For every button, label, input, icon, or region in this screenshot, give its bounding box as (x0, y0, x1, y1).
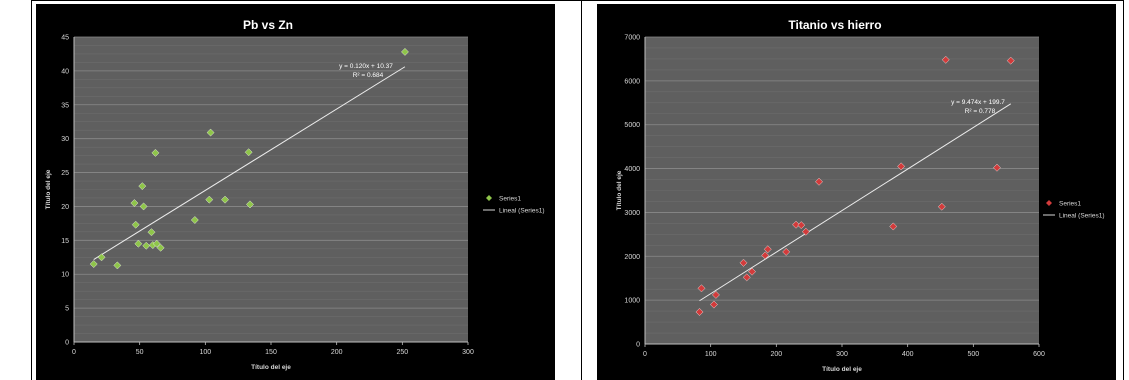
y-tick-label: 45 (61, 35, 69, 42)
data-point (889, 222, 898, 231)
data-point (221, 195, 229, 204)
data-point (151, 149, 160, 157)
data-point (797, 221, 806, 230)
data-point (761, 251, 770, 260)
chart-title: Pb vs Zn (243, 18, 293, 32)
x-axis-title: Título del eje (251, 364, 291, 371)
data-point (147, 228, 156, 237)
data-point (97, 253, 106, 262)
chart-canvas: Pb vs Zn 0 5 10 15 20 25 30 35 40 45 0 50 100 150 200 2… (45, 18, 545, 371)
trendline (93, 66, 406, 260)
table-border-top (31, 0, 1124, 1)
data-point (134, 239, 143, 248)
y-tick-label: 40 (61, 68, 69, 75)
data-point (190, 216, 199, 224)
y-tick-label: 0 (636, 342, 640, 349)
trendline-equation: y = 0.120x + 10.37 (339, 63, 393, 70)
y-tick-label: 5000 (624, 122, 640, 129)
data-point (156, 243, 165, 252)
x-tick-label: 100 (705, 351, 717, 358)
legend-label-trendline: Lineal (Series1) (1059, 213, 1105, 220)
legend-label-series: Series1 (1059, 201, 1081, 208)
trendline-r2: R² = 0.778 (965, 108, 996, 115)
y-tick-label: 7000 (624, 35, 640, 42)
data-point (401, 48, 409, 56)
x-tick-label: 400 (902, 351, 914, 358)
data-point (244, 148, 253, 157)
y-tick-label: 10 (61, 272, 69, 279)
data-point (710, 300, 718, 309)
y-tick-label: 3000 (624, 210, 640, 217)
y-tick-label: 2000 (624, 254, 640, 261)
y-tick-label: 0 (65, 340, 69, 347)
y-tick-label: 30 (61, 136, 69, 143)
x-axis-title: Título del eje (822, 366, 862, 373)
x-tick-label: 600 (1033, 351, 1045, 358)
legend-marker (486, 195, 492, 201)
data-point (131, 220, 140, 229)
data-point (152, 239, 161, 248)
data-point (695, 308, 704, 316)
trendline (699, 103, 1012, 302)
data-point (815, 177, 823, 186)
chart-canvas: Titanio vs hierro 0100020003000400050006… (616, 18, 1105, 373)
data-point (763, 245, 772, 254)
y-tick-label: 35 (61, 102, 69, 109)
y-tick-label: 6000 (624, 78, 640, 85)
x-tick-label: 300 (462, 349, 474, 356)
x-tick-label: 0 (643, 351, 647, 358)
legend-label-trendline: Lineal (Series1) (499, 208, 545, 215)
y-tick-label: 25 (61, 170, 69, 177)
data-point (205, 195, 214, 204)
data-point (897, 162, 905, 171)
x-tick-label: 0 (72, 349, 76, 356)
data-point (937, 202, 946, 211)
data-point (697, 284, 706, 293)
data-point (712, 290, 720, 299)
data-point (993, 163, 1001, 172)
table-border-left (31, 0, 32, 380)
data-point (206, 128, 215, 137)
table-cell-divider (581, 0, 582, 380)
legend-label-series: Series1 (499, 196, 521, 203)
data-point (742, 273, 751, 282)
x-tick-label: 200 (331, 349, 343, 356)
data-point (782, 248, 791, 256)
data-point (246, 200, 254, 209)
y-tick-label: 15 (61, 238, 69, 245)
data-point (138, 182, 147, 190)
chart-titanio-vs-hierro: Titanio vs hierro 0 1000 2000 3000 4000 5000 6… (597, 4, 1116, 380)
y-tick-label: 1000 (624, 298, 640, 305)
data-point (748, 267, 756, 276)
data-point (739, 258, 748, 267)
chart-pb-vs-zn: Pb vs Zn 0 5 10 15 20 25 30 35 40 45 0 50 100 150 200 2… (36, 4, 555, 380)
data-point (142, 241, 151, 250)
chart-title: Titanio vs hierro (788, 18, 881, 32)
trendline-equation: y = 9.474x + 199.7 (951, 99, 1005, 106)
data-point (130, 199, 139, 207)
data-point (1006, 56, 1015, 65)
y-axis-title: Título del eje (616, 170, 623, 210)
y-axis-title: Título del eje (45, 169, 52, 209)
x-tick-label: 150 (265, 349, 277, 356)
y-tick-label: 4000 (624, 166, 640, 173)
x-tick-label: 100 (199, 349, 211, 356)
x-tick-label: 300 (836, 351, 848, 358)
x-tick-label: 200 (770, 351, 782, 358)
data-point (792, 220, 800, 229)
y-tick-label: 20 (61, 204, 69, 211)
data-point (139, 202, 148, 211)
trendline-r2: R² = 0.684 (353, 72, 384, 79)
legend-marker (1046, 200, 1052, 206)
x-tick-label: 500 (967, 351, 979, 358)
y-tick-label: 5 (65, 306, 69, 313)
data-point (802, 227, 810, 236)
x-tick-label: 50 (136, 349, 144, 356)
x-tick-label: 250 (396, 349, 408, 356)
table-border-right (1123, 0, 1124, 380)
data-point (89, 260, 98, 268)
data-point (113, 261, 122, 270)
data-point (941, 55, 950, 64)
